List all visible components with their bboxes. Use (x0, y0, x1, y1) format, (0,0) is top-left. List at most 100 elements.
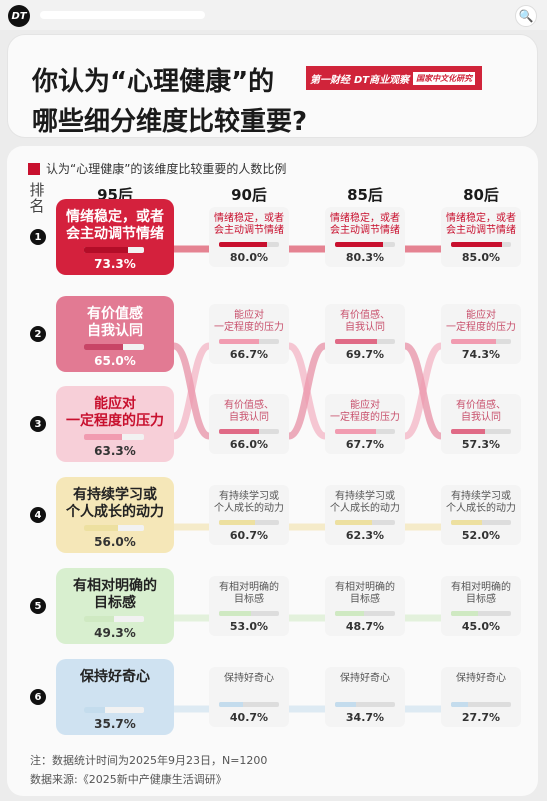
rank-badge: 3 (30, 416, 46, 432)
value-label: 48.7% (345, 620, 385, 633)
value-bar (451, 429, 486, 434)
page-title-line2: 哪些细分维度比较重要? (32, 107, 308, 137)
cell-95-emotion: 情绪稳定，或者 会主动调节情绪 73.3% (56, 199, 174, 275)
value-bar (219, 429, 259, 434)
dimension-label: 有价值感、 自我认同 (224, 400, 274, 423)
value-bar (335, 702, 356, 707)
value-bar-track (335, 702, 395, 707)
dimension-label: 情绪稳定，或者 会主动调节情绪 (330, 213, 400, 236)
value-bar-track (219, 339, 279, 344)
value-bar-track (84, 434, 144, 440)
top-bar: DT 🔍 (0, 0, 547, 30)
value-bar-track (219, 520, 279, 525)
cell-value: 有价值感、 自我认同 57.3% (441, 394, 521, 454)
dimension-label: 有相对明确的 目标感 (73, 578, 157, 611)
value-label: 74.3% (461, 348, 501, 361)
cell-learning: 有持续学习或 个人成长的动力 60.7% (209, 485, 289, 545)
value-label: 62.3% (345, 529, 385, 542)
value-bar (335, 520, 373, 525)
chart-legend: 认为“心理健康”的该维度比较重要的人数比例 (28, 160, 286, 177)
value-label: 66.7% (229, 348, 269, 361)
value-bar (84, 707, 106, 713)
value-bar (451, 611, 478, 616)
rank-badge: 1 (30, 229, 46, 245)
cell-goal: 有相对明确的 目标感 45.0% (441, 576, 521, 636)
dimension-label: 有相对明确的 目标感 (219, 582, 279, 605)
cell-emotion: 情绪稳定，或者 会主动调节情绪 85.0% (441, 207, 521, 267)
value-bar-track (335, 611, 395, 616)
data-source: 数据来源:《2025新中产健康生活调研》 (30, 773, 227, 786)
dimension-label: 有持续学习或 个人成长的动力 (66, 487, 164, 520)
cell-goal: 有相对明确的 目标感 48.7% (325, 576, 405, 636)
dimension-label: 能应对 一定程度的压力 (214, 310, 284, 333)
generation-header: 90后 (231, 186, 267, 204)
value-label: 73.3% (94, 257, 136, 271)
value-label: 63.3% (94, 444, 136, 458)
dimension-label: 保持好奇心 (340, 673, 390, 684)
value-label: 40.7% (229, 711, 269, 724)
cell-emotion: 情绪稳定，或者 会主动调节情绪 80.0% (209, 207, 289, 267)
value-label: 85.0% (461, 251, 501, 264)
value-bar-track (84, 616, 144, 622)
dimension-label: 能应对 一定程度的压力 (446, 310, 516, 333)
cell-curiosity: 保持好奇心 40.7% (209, 667, 289, 727)
value-bar (335, 429, 376, 434)
value-bar (451, 242, 502, 247)
dimension-label: 有持续学习或 个人成长的动力 (446, 491, 516, 514)
dimension-label: 情绪稳定，或者 会主动调节情绪 (66, 209, 164, 242)
value-label: 56.0% (94, 535, 136, 549)
dimension-label: 保持好奇心 (80, 669, 150, 685)
value-bar-track (84, 344, 144, 350)
dimension-label: 保持好奇心 (224, 673, 274, 684)
value-bar (219, 242, 267, 247)
dimension-label: 能应对 一定程度的压力 (66, 396, 164, 429)
cell-pressure: 能应对 一定程度的压力 74.3% (441, 304, 521, 364)
value-bar-track (84, 707, 144, 713)
value-bar-track (451, 429, 511, 434)
legend-label: 认为“心理健康”的该维度比较重要的人数比例 (46, 162, 287, 176)
cell-goal: 有相对明确的 目标感 53.0% (209, 576, 289, 636)
value-bar (84, 434, 122, 440)
cell-value: 有价值感、 自我认同 66.0% (209, 394, 289, 454)
app-logo[interactable]: DT (8, 5, 30, 27)
cell-curiosity: 保持好奇心 27.7% (441, 667, 521, 727)
value-label: 69.7% (345, 348, 385, 361)
value-label: 53.0% (229, 620, 269, 633)
value-bar-track (451, 611, 511, 616)
cell-learning: 有持续学习或 个人成长的动力 62.3% (325, 485, 405, 545)
rank-badge: 6 (30, 689, 46, 705)
cell-value: 有价值感、 自我认同 69.7% (325, 304, 405, 364)
value-label: 57.3% (461, 438, 501, 451)
dimension-label: 有相对明确的 目标感 (451, 582, 511, 605)
value-bar-track (335, 429, 395, 434)
value-bar-track (451, 520, 511, 525)
value-bar (84, 344, 123, 350)
cell-emotion: 情绪稳定，或者 会主动调节情绪 80.3% (325, 207, 405, 267)
value-bar-track (219, 429, 279, 434)
value-bar-track (335, 339, 395, 344)
cell-pressure: 能应对 一定程度的压力 67.7% (325, 394, 405, 454)
value-bar-track (84, 525, 144, 531)
value-label: 27.7% (461, 711, 501, 724)
cell-95-curiosity: 保持好奇心 35.7% (56, 659, 174, 735)
value-bar (84, 616, 114, 622)
value-bar-track (335, 520, 395, 525)
value-label: 80.0% (229, 251, 269, 264)
cell-curiosity: 保持好奇心 34.7% (325, 667, 405, 727)
value-bar-track (451, 702, 511, 707)
search-icon[interactable]: 🔍 (515, 5, 537, 27)
cell-pressure: 能应对 一定程度的压力 66.7% (209, 304, 289, 364)
value-bar-track (219, 702, 279, 707)
rank-badge: 4 (30, 507, 46, 523)
dimension-label: 有持续学习或 个人成长的动力 (214, 491, 284, 514)
value-bar-track (451, 242, 511, 247)
value-label: 35.7% (94, 717, 136, 731)
dimension-label: 有价值感、 自我认同 (340, 310, 390, 333)
value-bar-track (84, 247, 144, 253)
value-label: 34.7% (345, 711, 385, 724)
generation-header: 85后 (347, 186, 383, 204)
value-bar (335, 339, 377, 344)
value-label: 65.0% (94, 354, 136, 368)
dimension-label: 有价值感 自我认同 (87, 306, 143, 339)
ribbon-pressure (172, 342, 521, 440)
